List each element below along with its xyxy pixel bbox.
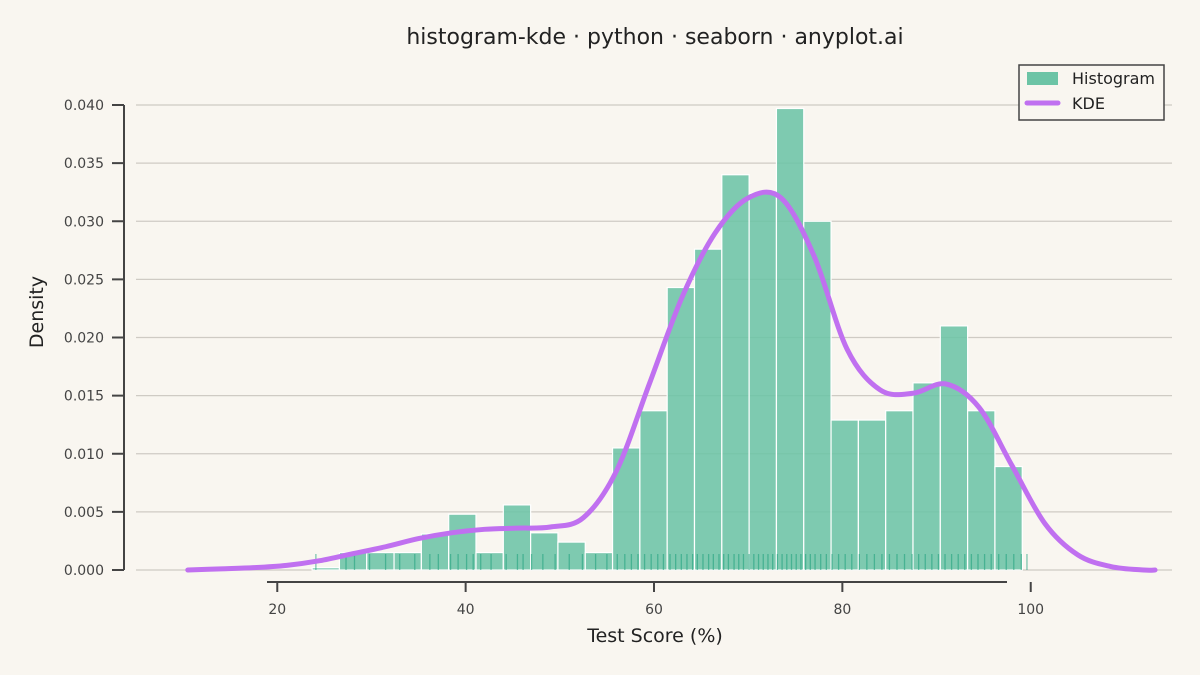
histogram-bar bbox=[639, 410, 668, 571]
histogram-bar bbox=[885, 410, 914, 571]
histogram-bar bbox=[721, 174, 750, 571]
rug-marks bbox=[315, 554, 1028, 570]
histogram-bar bbox=[584, 551, 614, 571]
y-tick-label: 0.040 bbox=[64, 98, 104, 114]
legend-histogram-swatch bbox=[1027, 72, 1058, 85]
histogram-bar bbox=[803, 220, 832, 571]
histogram-bar bbox=[939, 325, 969, 571]
y-tick-label: 0.000 bbox=[64, 563, 104, 579]
histogram-bar bbox=[393, 551, 422, 571]
x-axis-ticks: 20 40 60 80 100 bbox=[268, 582, 1044, 618]
y-tick-label: 0.015 bbox=[64, 389, 104, 405]
legend-histogram-label: Histogram bbox=[1072, 69, 1155, 88]
histogram-bar bbox=[994, 465, 1023, 571]
histogram-bar bbox=[693, 248, 723, 571]
y-tick-label: 0.035 bbox=[64, 156, 104, 172]
legend-kde-label: KDE bbox=[1072, 94, 1105, 113]
y-axis-ticks: 0.000 0.005 0.010 0.015 0.020 0.025 0.030 0.035… bbox=[64, 98, 124, 579]
histogram-bar bbox=[912, 382, 941, 571]
histogram-bar bbox=[748, 192, 778, 571]
histogram-bar bbox=[366, 551, 395, 571]
x-tick-label: 60 bbox=[645, 602, 663, 618]
histogram-bar bbox=[557, 541, 586, 571]
x-tick-label: 40 bbox=[457, 602, 475, 618]
kde-curve bbox=[185, 189, 1158, 573]
histogram-bar bbox=[530, 532, 559, 571]
y-tick-label: 0.025 bbox=[64, 272, 104, 288]
y-axis-label: Density bbox=[26, 276, 48, 348]
histogram-bars bbox=[311, 107, 1023, 571]
x-tick-label: 20 bbox=[268, 602, 286, 618]
x-tick-label: 100 bbox=[1017, 602, 1044, 618]
y-tick-label: 0.010 bbox=[64, 447, 104, 463]
y-tick-label: 0.020 bbox=[64, 331, 104, 347]
y-tick-label: 0.005 bbox=[64, 505, 104, 521]
histogram-bar bbox=[448, 513, 477, 571]
x-axis-label: Test Score (%) bbox=[586, 625, 723, 647]
x-tick-label: 80 bbox=[833, 602, 851, 618]
histogram-bar bbox=[830, 419, 859, 571]
chart-title: histogram-kde · python · seaborn · anypl… bbox=[406, 25, 903, 50]
chart-legend: Histogram KDE bbox=[1018, 64, 1165, 121]
gridlines bbox=[136, 104, 1172, 571]
histogram-bar bbox=[775, 107, 805, 571]
histogram-bar bbox=[967, 410, 996, 571]
y-tick-label: 0.030 bbox=[64, 214, 104, 230]
histogram-bar bbox=[857, 419, 887, 571]
kde-curve-group bbox=[185, 189, 1158, 573]
